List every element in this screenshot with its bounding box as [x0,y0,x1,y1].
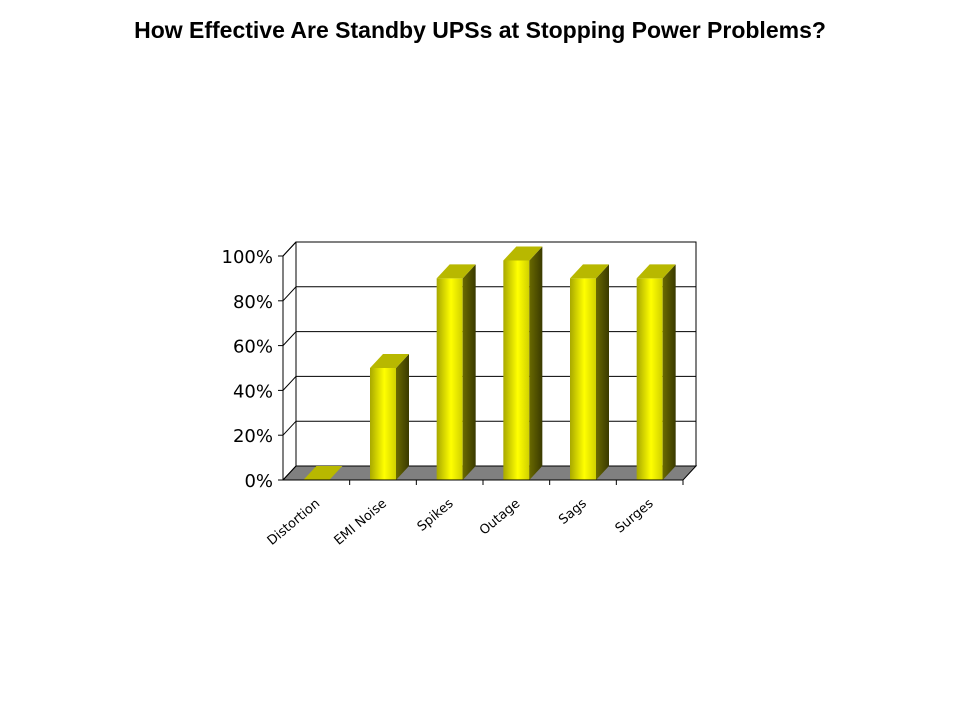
grid-line [282,465,696,481]
x-tick-label: Distortion [265,496,323,548]
grid-line [282,375,696,391]
bar-side [662,264,676,480]
chart-title: How Effective Are Standby UPSs at Stoppi… [134,17,826,43]
x-tick-label: Sags [556,496,590,528]
y-tick-label: 20% [233,426,273,447]
grid-line [282,331,696,346]
y-tick-label: 100% [222,247,273,268]
bar-side [462,264,476,480]
bar [570,278,596,480]
bar-top [370,354,409,368]
bar-side [596,264,609,480]
x-tick-label: Surges [613,496,657,536]
grid-line [282,241,696,257]
y-tick-label: 80% [233,292,273,313]
bar-top [636,264,676,279]
x-tick-label: EMI Noise [332,496,390,548]
y-tick-label: 60% [233,337,273,358]
bar [370,368,396,480]
y-tick-label: 0% [244,471,273,492]
floor [281,465,698,481]
back-wall [295,241,697,467]
x-tick-label: Outage [477,496,523,538]
bar-side [396,354,409,480]
bar [636,278,663,480]
x-tick-label: Spikes [415,496,457,535]
bar-top [436,264,476,279]
bar-side [529,246,543,480]
bar [436,278,463,480]
bar-top [303,466,343,480]
bar-top [503,246,543,261]
grid-line [282,420,696,436]
y-tick-label: 40% [233,381,273,402]
bar-top [570,264,609,279]
grid-line [282,286,696,302]
bar [503,260,530,480]
